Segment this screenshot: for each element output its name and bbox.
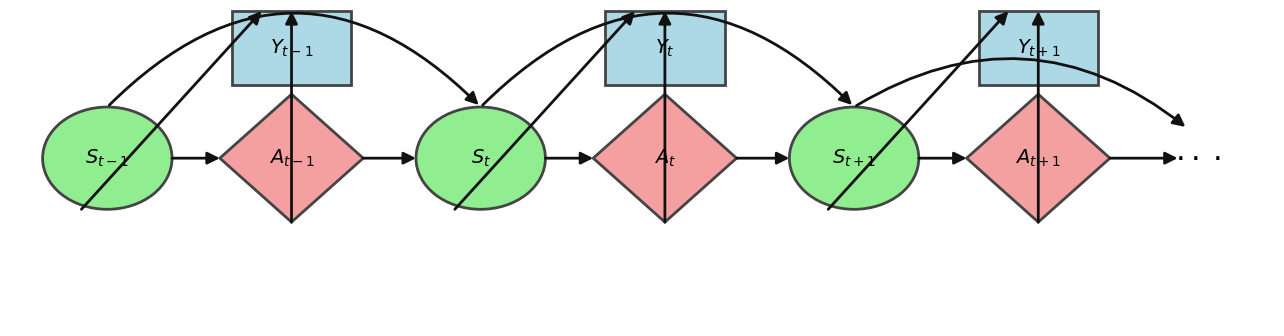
Ellipse shape bbox=[416, 107, 546, 209]
Polygon shape bbox=[593, 94, 737, 222]
Text: $S_{t-1}$: $S_{t-1}$ bbox=[86, 148, 130, 169]
Text: $Y_t$: $Y_t$ bbox=[655, 37, 674, 59]
Text: $Y_{t-1}$: $Y_{t-1}$ bbox=[270, 37, 313, 59]
Text: $S_{t+1}$: $S_{t+1}$ bbox=[832, 148, 876, 169]
Text: $A_{t+1}$: $A_{t+1}$ bbox=[1016, 148, 1061, 169]
Text: $S_t$: $S_t$ bbox=[471, 148, 490, 169]
Text: $\cdot\cdot\cdot$: $\cdot\cdot\cdot$ bbox=[1175, 144, 1220, 173]
Text: $Y_{t+1}$: $Y_{t+1}$ bbox=[1017, 37, 1061, 59]
FancyBboxPatch shape bbox=[605, 11, 724, 85]
Text: $A_{t-1}$: $A_{t-1}$ bbox=[268, 148, 315, 169]
Text: $A_t$: $A_t$ bbox=[654, 148, 675, 169]
Ellipse shape bbox=[790, 107, 919, 209]
FancyBboxPatch shape bbox=[232, 11, 352, 85]
FancyBboxPatch shape bbox=[978, 11, 1098, 85]
Polygon shape bbox=[967, 94, 1109, 222]
Ellipse shape bbox=[42, 107, 172, 209]
Polygon shape bbox=[220, 94, 363, 222]
